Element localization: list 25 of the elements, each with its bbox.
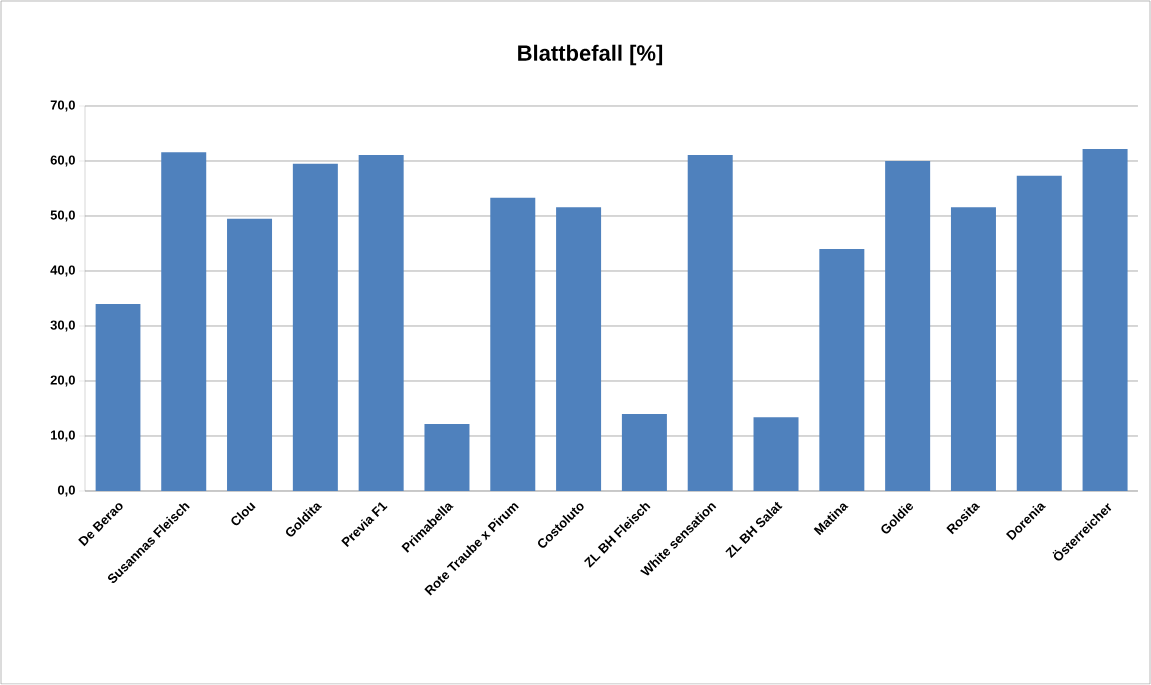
bar [358, 154, 404, 491]
y-tick-label: 40,0 [50, 265, 75, 277]
bar [227, 218, 273, 491]
bar [556, 207, 602, 491]
bar [819, 249, 865, 491]
bar [687, 154, 733, 491]
y-tick-label: 50,0 [50, 210, 75, 222]
bar [1016, 175, 1062, 491]
y-tick-label: 70,0 [50, 100, 75, 112]
bar [621, 413, 667, 491]
y-tick-label: 10,0 [50, 430, 75, 442]
bar [885, 161, 931, 491]
bar [161, 152, 207, 491]
y-tick-label: 60,0 [50, 155, 75, 167]
y-tick-label: 30,0 [50, 320, 75, 332]
bar [95, 303, 141, 491]
bar [424, 423, 470, 491]
chart-title: Blattbefall [%] [518, 44, 663, 66]
bar [1082, 148, 1128, 491]
bar [950, 207, 996, 491]
y-tick-label: 0,0 [57, 485, 75, 497]
bar [753, 417, 799, 491]
bar [490, 197, 536, 491]
y-tick-label: 20,0 [50, 375, 75, 387]
bar [292, 163, 338, 491]
